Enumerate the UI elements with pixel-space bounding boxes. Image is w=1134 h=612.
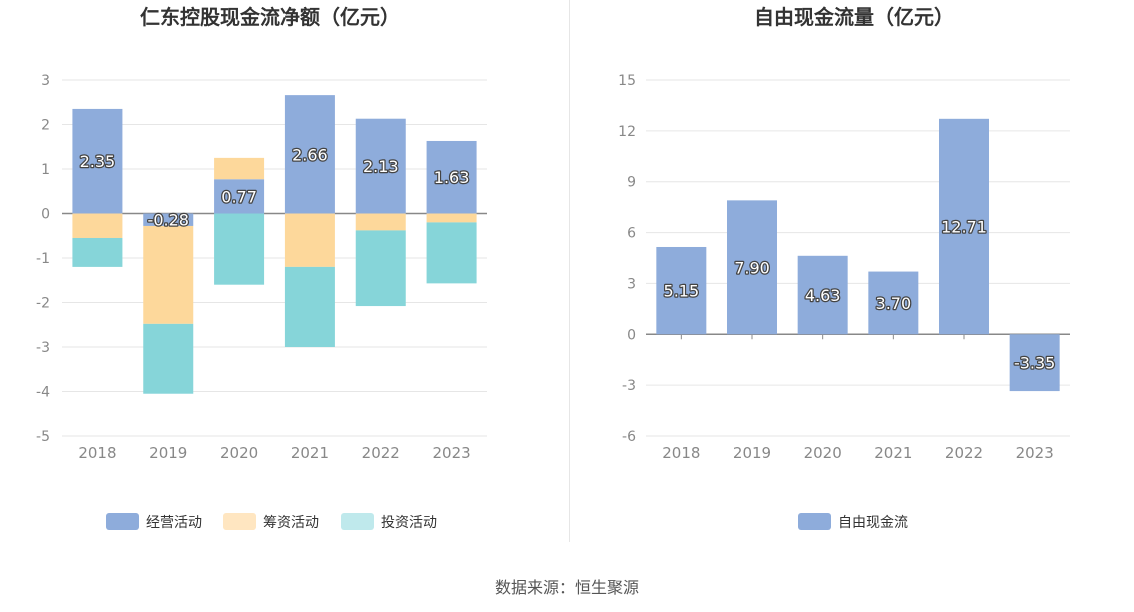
x-tick-label: 2019 [149, 444, 187, 462]
x-tick-label: 2020 [804, 444, 842, 462]
bar-investing[interactable] [72, 237, 123, 267]
data-label: -3.35 [1014, 354, 1055, 373]
y-tick-label: 0 [41, 207, 50, 223]
panel-divider [569, 0, 570, 542]
left-legend[interactable]: 经营活动 筹资活动 投资活动 [106, 513, 437, 531]
y-tick-label: 2 [41, 118, 50, 134]
right-legend[interactable]: 自由现金流 [798, 513, 908, 531]
x-tick-label: 2018 [78, 444, 116, 462]
legend-swatch[interactable] [341, 513, 374, 530]
y-tick-label: -3 [36, 340, 50, 356]
cash-flow-chart: 仁东控股现金流净额（亿元） 3 2 1 0 -1 -2 -3 -4 -5 2018 2019 2020… [36, 5, 487, 531]
bar-investing[interactable] [214, 213, 265, 285]
x-tick-label: 2021 [874, 444, 912, 462]
left-chart-title: 仁东控股现金流净额（亿元） [140, 5, 400, 29]
data-label: 2.13 [363, 157, 399, 176]
bar-investing[interactable] [426, 222, 477, 284]
right-chart-title: 自由现金流量（亿元） [754, 5, 954, 29]
x-tick-label: 2022 [945, 444, 983, 462]
legend-label[interactable]: 筹资活动 [263, 514, 319, 531]
y-tick-label: -3 [622, 378, 636, 394]
bar-investing[interactable] [284, 266, 335, 347]
data-label: -0.28 [148, 211, 189, 230]
free-cash-flow-chart: 自由现金流量（亿元） 15 12 9 6 3 0 -3 -6 2018 2019 2020 2021 2… [618, 5, 1070, 531]
bar-operating[interactable] [214, 179, 265, 214]
legend-label[interactable]: 自由现金流 [838, 515, 908, 531]
y-tick-label: -1 [36, 251, 50, 267]
bar-free-cash-flow[interactable] [1009, 334, 1060, 392]
bar-financing[interactable] [284, 213, 335, 267]
bar-free-cash-flow[interactable] [656, 246, 707, 335]
bar-financing[interactable] [355, 213, 406, 231]
data-label: 3.70 [876, 294, 912, 313]
y-tick-label: 1 [41, 162, 50, 178]
data-label: 0.77 [221, 187, 257, 206]
bar-free-cash-flow[interactable] [939, 118, 989, 335]
y-tick-label: -4 [36, 385, 50, 401]
bar-operating[interactable] [284, 95, 335, 214]
y-tick-label: 6 [627, 226, 636, 242]
bar-operating[interactable] [72, 108, 123, 214]
bar-investing[interactable] [143, 323, 194, 394]
bar-financing[interactable] [214, 157, 265, 180]
x-tick-label: 2023 [1016, 444, 1054, 462]
data-source: 数据来源：恒生聚源 [494, 578, 639, 597]
x-tick-label: 2021 [291, 444, 329, 462]
y-tick-label: 12 [618, 124, 636, 140]
y-tick-label: -5 [36, 429, 50, 445]
data-label: 1.63 [434, 168, 470, 187]
data-label: 5.15 [664, 282, 700, 301]
legend-label[interactable]: 投资活动 [381, 515, 437, 531]
data-label: 7.90 [734, 258, 770, 277]
x-tick-label: 2018 [662, 444, 700, 462]
y-tick-label: 15 [618, 73, 636, 89]
legend-swatch[interactable] [106, 513, 139, 530]
y-tick-label: 0 [627, 327, 636, 343]
bar-operating[interactable] [355, 118, 406, 214]
legend-label[interactable]: 经营活动 [146, 515, 202, 531]
x-tick-label: 2020 [220, 444, 258, 462]
bar-operating[interactable] [143, 213, 194, 226]
data-label: 2.35 [80, 152, 116, 171]
bar-free-cash-flow[interactable] [868, 271, 919, 335]
data-label: 4.63 [805, 286, 841, 305]
y-tick-label: 9 [627, 175, 636, 191]
legend-swatch[interactable] [798, 513, 831, 530]
x-tick-label: 2023 [432, 444, 470, 462]
x-tick-label: 2022 [362, 444, 400, 462]
bar-financing[interactable] [143, 225, 194, 324]
data-label: 12.71 [941, 218, 987, 237]
y-tick-label: 3 [41, 73, 50, 89]
bar-operating[interactable] [426, 140, 477, 214]
legend-swatch[interactable] [223, 513, 256, 530]
bar-free-cash-flow[interactable] [797, 255, 848, 335]
bar-free-cash-flow[interactable] [727, 200, 777, 335]
y-tick-label: 3 [627, 276, 636, 292]
x-tick-label: 2019 [733, 444, 771, 462]
bar-investing[interactable] [355, 230, 406, 307]
bar-financing[interactable] [426, 213, 477, 223]
bar-financing[interactable] [72, 213, 123, 238]
data-label: 2.66 [292, 145, 328, 164]
y-tick-label: -2 [36, 296, 50, 312]
y-tick-label: -6 [622, 429, 636, 445]
